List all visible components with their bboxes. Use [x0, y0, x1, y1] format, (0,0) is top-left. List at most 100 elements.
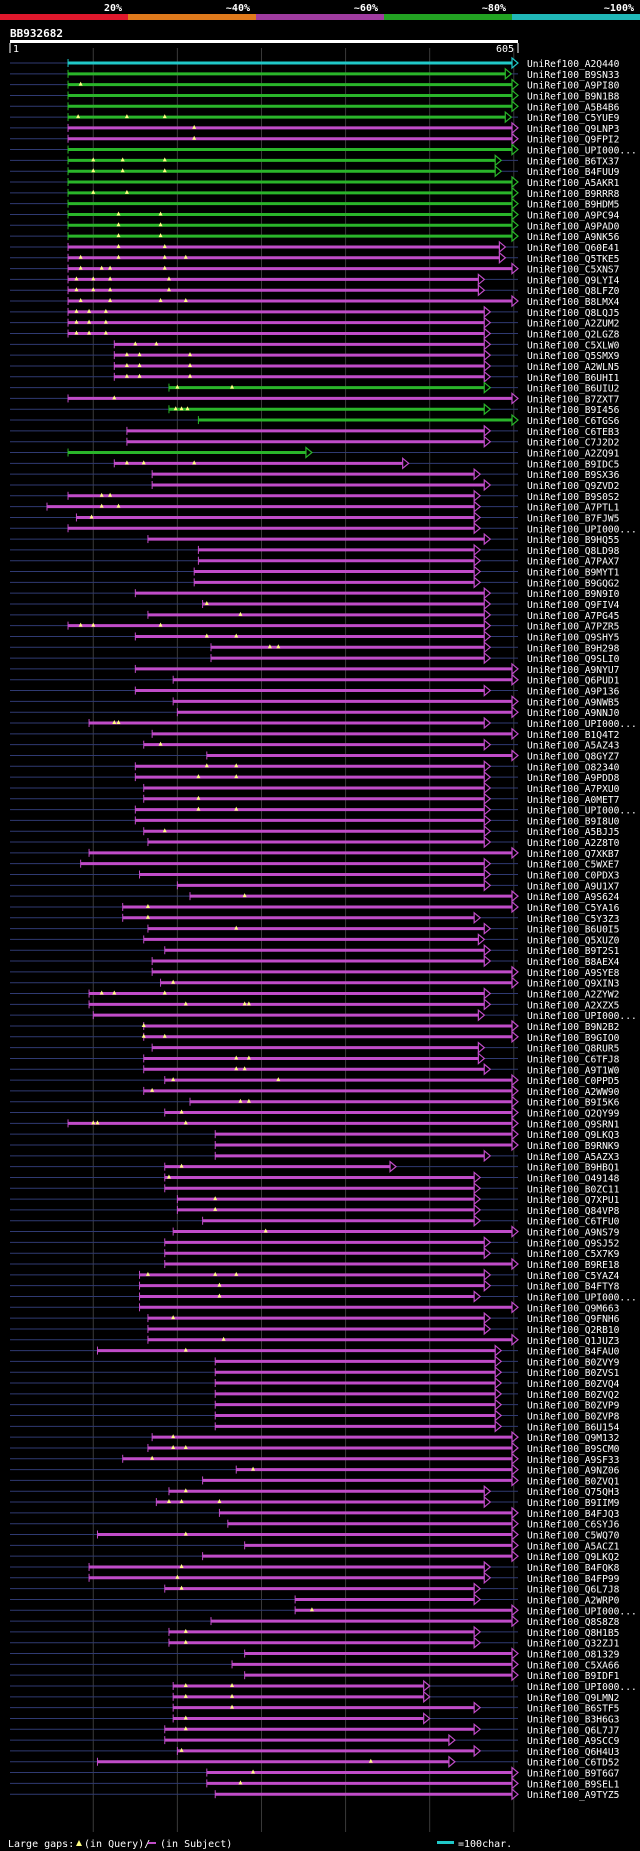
hit-row[interactable]: UniRef100_Q8LFZ0 — [10, 283, 620, 297]
hit-label[interactable]: UniRef100_A7PXU0 — [527, 784, 620, 795]
hit-row[interactable]: UniRef100_C6TD52 — [10, 1755, 619, 1769]
hit-label[interactable]: UniRef100_C6TFU0 — [527, 1217, 620, 1228]
hit-label[interactable]: UniRef100_B4FUU9 — [527, 167, 620, 178]
hit-label[interactable]: UniRef100_A9TYZ5 — [527, 1790, 619, 1801]
hit-label[interactable]: UniRef100_B0ZVY9 — [527, 1357, 620, 1368]
hit-row[interactable]: UniRef100_O82340 — [10, 760, 620, 773]
hit-row[interactable]: UniRef100_B9GQG2 — [10, 576, 619, 589]
hit-row[interactable]: UniRef100_A9U1X7 — [10, 879, 620, 892]
hit-row[interactable]: UniRef100_Q2LGZ8 — [10, 327, 620, 341]
hit-label[interactable]: UniRef100_Q9SLI0 — [527, 654, 620, 665]
hit-label[interactable]: UniRef100_O82340 — [527, 762, 620, 773]
hit-label[interactable]: UniRef100_B9RE18 — [527, 1260, 620, 1271]
hit-row[interactable]: UniRef100_C5YA16 — [10, 900, 620, 914]
hit-label[interactable]: UniRef100_A9NZ06 — [527, 1466, 620, 1477]
hit-label[interactable]: UniRef100_B9HDM5 — [527, 200, 619, 211]
hit-label[interactable]: UniRef100_B0ZC11 — [527, 1184, 620, 1195]
hit-label[interactable]: UniRef100_UPI000... — [527, 524, 637, 535]
hit-row[interactable]: UniRef100_A7PG45 — [10, 608, 619, 622]
hit-row[interactable]: UniRef100_B0ZVP9 — [10, 1398, 620, 1412]
hit-row[interactable]: UniRef100_A9PAD0 — [10, 219, 620, 232]
hit-label[interactable]: UniRef100_UPI000... — [527, 719, 637, 730]
hit-label[interactable]: UniRef100_A7PZR5 — [527, 622, 619, 633]
hit-row[interactable]: UniRef100_C5XLW0 — [10, 338, 620, 351]
hit-row[interactable]: UniRef100_B4FTY8 — [10, 1279, 620, 1293]
hit-label[interactable]: UniRef100_C0PPD5 — [527, 1076, 619, 1087]
hit-row[interactable]: UniRef100_B1Q4T2 — [10, 727, 619, 741]
hit-label[interactable]: UniRef100_B9SX36 — [527, 470, 620, 481]
hit-row[interactable]: UniRef100_A5AKR1 — [10, 175, 620, 189]
hit-label[interactable]: UniRef100_B9H298 — [527, 643, 620, 654]
hit-row[interactable]: UniRef100_B9N2B2 — [10, 1019, 619, 1033]
hit-label[interactable]: UniRef100_Q6L7J7 — [527, 1725, 620, 1736]
hit-label[interactable]: UniRef100_Q6L7J8 — [527, 1585, 620, 1596]
hit-row[interactable]: UniRef100_B9H298 — [10, 640, 620, 654]
hit-label[interactable]: UniRef100_B1Q4T2 — [527, 730, 619, 741]
hit-row[interactable]: UniRef100_B9RE18 — [10, 1257, 620, 1271]
hit-row[interactable]: UniRef100_Q32ZJ1 — [10, 1636, 620, 1650]
hit-row[interactable]: UniRef100_B9RNK9 — [10, 1138, 620, 1152]
hit-row[interactable]: UniRef100_Q2QY99 — [10, 1106, 620, 1120]
hit-row[interactable]: UniRef100_B9HQ55 — [10, 532, 619, 546]
hit-row[interactable]: UniRef100_B4FQK8 — [10, 1560, 620, 1574]
hit-row[interactable]: UniRef100_A9SYE8 — [10, 965, 620, 979]
hit-row[interactable]: UniRef100_Q8LD98 — [10, 543, 620, 557]
hit-label[interactable]: UniRef100_B9I8U0 — [527, 816, 620, 827]
hit-label[interactable]: UniRef100_B0ZVQ2 — [527, 1390, 619, 1401]
hit-label[interactable]: UniRef100_A9NK56 — [527, 232, 620, 243]
hit-label[interactable]: UniRef100_UPI000... — [527, 1011, 637, 1022]
hit-label[interactable]: UniRef100_Q84VP8 — [527, 1206, 620, 1217]
hit-row[interactable]: UniRef100_A5AZ43 — [10, 738, 620, 752]
hit-label[interactable]: UniRef100_Q9LNP3 — [527, 124, 620, 135]
hit-row[interactable]: UniRef100_B9I8U0 — [10, 814, 620, 827]
hit-label[interactable]: UniRef100_B6TX37 — [527, 156, 620, 167]
hit-row[interactable]: UniRef100_Q9LKQ2 — [10, 1549, 619, 1563]
hit-label[interactable]: UniRef100_Q9SJ52 — [527, 1238, 619, 1249]
hit-label[interactable]: UniRef100_Q9LYI4 — [527, 275, 620, 286]
hit-row[interactable]: UniRef100_B9N1B8 — [10, 89, 620, 102]
hit-label[interactable]: UniRef100_Q2QY99 — [527, 1109, 620, 1120]
hit-label[interactable]: UniRef100_B9S0S2 — [527, 492, 619, 503]
hit-label[interactable]: UniRef100_B9IIM9 — [527, 1498, 620, 1509]
hit-row[interactable]: UniRef100_Q9ZVD2 — [10, 478, 619, 492]
hit-label[interactable]: UniRef100_O49148 — [527, 1173, 620, 1184]
hit-row[interactable]: UniRef100_Q9LKQ3 — [10, 1127, 620, 1141]
hit-label[interactable]: UniRef100_A7PG45 — [527, 611, 619, 622]
hit-row[interactable]: UniRef100_Q5SMX9 — [10, 348, 620, 362]
hit-row[interactable]: UniRef100_B6U154 — [10, 1420, 620, 1433]
hit-label[interactable]: UniRef100_A2ZQ91 — [527, 449, 620, 460]
hit-row[interactable]: UniRef100_Q8H1B5 — [10, 1625, 619, 1639]
hit-label[interactable]: UniRef100_A2WLN5 — [527, 362, 619, 373]
hit-row[interactable]: UniRef100_B8AEX4 — [10, 954, 620, 968]
hit-label[interactable]: UniRef100_B9GQG2 — [527, 578, 619, 589]
hit-label[interactable]: UniRef100_Q1JUZ3 — [527, 1336, 620, 1347]
hit-row[interactable]: UniRef100_Q84VP8 — [10, 1203, 620, 1217]
hit-label[interactable]: UniRef100_Q9XIN3 — [527, 979, 620, 990]
hit-label[interactable]: UniRef100_B4FTY8 — [527, 1282, 620, 1293]
hit-row[interactable]: UniRef100_Q7XPU1 — [10, 1192, 620, 1206]
hit-label[interactable]: UniRef100_Q9FIV4 — [527, 600, 620, 611]
hit-row[interactable]: UniRef100_Q9SJ52 — [10, 1236, 619, 1249]
hit-row[interactable]: UniRef100_Q9SHY5 — [10, 630, 619, 643]
hit-label[interactable]: UniRef100_Q5TKE5 — [527, 254, 619, 265]
hit-row[interactable]: UniRef100_A7PXU0 — [10, 781, 620, 795]
hit-label[interactable]: UniRef100_Q8H1B5 — [527, 1628, 619, 1639]
hit-row[interactable]: UniRef100_A9SCC9 — [10, 1733, 620, 1747]
hit-label[interactable]: UniRef100_A5ACZ1 — [527, 1541, 620, 1552]
hit-label[interactable]: UniRef100_B9HQ55 — [527, 535, 619, 546]
hit-row[interactable]: UniRef100_B9SCM0 — [10, 1441, 620, 1455]
hit-row[interactable]: UniRef100_B6UHI1 — [10, 370, 620, 384]
hit-row[interactable]: UniRef100_B9S0S2 — [10, 489, 619, 503]
hit-row[interactable]: UniRef100_B9T6G7 — [10, 1766, 620, 1780]
hit-label[interactable]: UniRef100_Q7XPU1 — [527, 1195, 620, 1206]
hit-row[interactable]: UniRef100_UPI000... — [10, 521, 637, 535]
hit-label[interactable]: UniRef100_C5X7K9 — [527, 1249, 620, 1260]
hit-label[interactable]: UniRef100_B4FAU0 — [527, 1347, 620, 1358]
hit-row[interactable]: UniRef100_Q9XIN3 — [10, 976, 620, 990]
hit-label[interactable]: UniRef100_UPI000... — [527, 1606, 637, 1617]
hit-label[interactable]: UniRef100_B4FP99 — [527, 1574, 620, 1585]
hit-label[interactable]: UniRef100_B0ZVQ1 — [527, 1476, 620, 1487]
hit-row[interactable]: UniRef100_B0ZVY9 — [10, 1355, 620, 1368]
hit-label[interactable]: UniRef100_Q2RB10 — [527, 1325, 620, 1336]
hit-row[interactable]: UniRef100_B9GIO0 — [10, 1030, 620, 1044]
